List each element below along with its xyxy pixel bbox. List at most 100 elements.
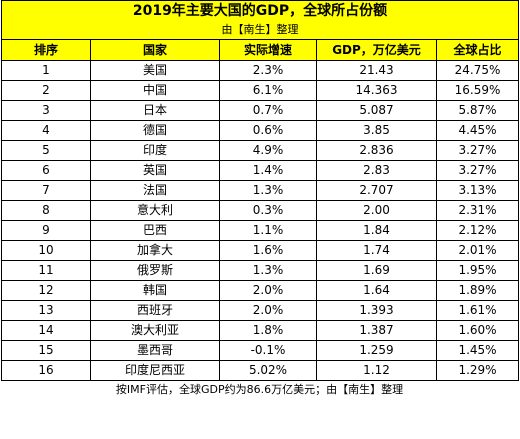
- table-title: 2019年主要大国的GDP，全球所占份额: [0, 0, 520, 21]
- cell-share: 1.89%: [435, 280, 520, 301]
- cell-rank: 9: [1, 220, 91, 241]
- cell-country: 英国: [90, 160, 220, 181]
- table-row: 11 俄罗斯 1.3% 1.69 1.95%: [1, 260, 520, 281]
- cell-growth: 0.6%: [219, 120, 317, 141]
- cell-rank: 12: [1, 280, 91, 301]
- gdp-table-container: 2019年主要大国的GDP，全球所占份额 由【南生】整理 排序 国家 实际增速 …: [0, 0, 520, 399]
- cell-country: 加拿大: [90, 240, 220, 261]
- table-row: 15 墨西哥 -0.1% 1.259 1.45%: [1, 340, 520, 361]
- cell-share: 1.61%: [435, 300, 520, 321]
- cell-share: 3.27%: [435, 160, 520, 181]
- column-header-rank: 排序: [1, 39, 91, 61]
- table-row: 8 意大利 0.3% 2.00 2.31%: [1, 200, 520, 221]
- cell-gdp: 1.393: [316, 300, 437, 321]
- cell-gdp: 14.363: [316, 80, 437, 101]
- cell-country: 印度: [90, 140, 220, 161]
- cell-growth: 5.02%: [219, 360, 317, 381]
- cell-growth: 1.1%: [219, 220, 317, 241]
- cell-gdp: 2.83: [316, 160, 437, 181]
- cell-gdp: 2.707: [316, 180, 437, 201]
- cell-gdp: 5.087: [316, 100, 437, 121]
- cell-growth: 0.7%: [219, 100, 317, 121]
- cell-share: 1.60%: [435, 320, 520, 341]
- cell-gdp: 2.00: [316, 200, 437, 221]
- cell-growth: 2.0%: [219, 300, 317, 321]
- cell-share: 16.59%: [435, 80, 520, 101]
- cell-rank: 13: [1, 300, 91, 321]
- cell-gdp: 3.85: [316, 120, 437, 141]
- cell-share: 5.87%: [435, 100, 520, 121]
- title-row: 2019年主要大国的GDP，全球所占份额: [0, 0, 520, 21]
- cell-gdp: 1.69: [316, 260, 437, 281]
- cell-growth: 1.6%: [219, 240, 317, 261]
- subtitle-row: 由【南生】整理: [0, 21, 520, 40]
- table-row: 6 英国 1.4% 2.83 3.27%: [1, 160, 520, 181]
- cell-country: 巴西: [90, 220, 220, 241]
- cell-country: 法国: [90, 180, 220, 201]
- cell-country: 印度尼西亚: [90, 360, 220, 381]
- cell-gdp: 21.43: [316, 60, 437, 81]
- cell-growth: -0.1%: [219, 340, 317, 361]
- table-row: 7 法国 1.3% 2.707 3.13%: [1, 180, 520, 201]
- cell-country: 美国: [90, 60, 220, 81]
- footer-table: 按IMF评估，全球GDP约为86.6万亿美元；由【南生】整理: [1, 381, 518, 399]
- column-header-growth: 实际增速: [219, 39, 317, 61]
- cell-country: 意大利: [90, 200, 220, 221]
- cell-growth: 1.8%: [219, 320, 317, 341]
- cell-gdp: 1.74: [316, 240, 437, 261]
- cell-gdp: 2.836: [316, 140, 437, 161]
- cell-growth: 1.4%: [219, 160, 317, 181]
- table-row: 5 印度 4.9% 2.836 3.27%: [1, 140, 520, 161]
- cell-country: 墨西哥: [90, 340, 220, 361]
- cell-rank: 1: [1, 60, 91, 81]
- table-row: 10 加拿大 1.6% 1.74 2.01%: [1, 240, 520, 261]
- table-row: 14 澳大利亚 1.8% 1.387 1.60%: [1, 320, 520, 341]
- cell-growth: 0.3%: [219, 200, 317, 221]
- cell-growth: 6.1%: [219, 80, 317, 101]
- column-header-gdp: GDP，万亿美元: [316, 39, 437, 61]
- table-row: 2 中国 6.1% 14.363 16.59%: [1, 80, 520, 101]
- cell-rank: 6: [1, 160, 91, 181]
- cell-gdp: 1.387: [316, 320, 437, 341]
- cell-rank: 16: [1, 360, 91, 381]
- cell-country: 澳大利亚: [90, 320, 220, 341]
- cell-share: 2.01%: [435, 240, 520, 261]
- table-row: 13 西班牙 2.0% 1.393 1.61%: [1, 300, 520, 321]
- cell-share: 3.27%: [435, 140, 520, 161]
- table-row: 9 巴西 1.1% 1.84 2.12%: [1, 220, 520, 241]
- table-row: 1 美国 2.3% 21.43 24.75%: [1, 60, 520, 81]
- cell-country: 西班牙: [90, 300, 220, 321]
- column-header-share: 全球占比: [435, 39, 520, 61]
- cell-rank: 3: [1, 100, 91, 121]
- cell-share: 2.31%: [435, 200, 520, 221]
- cell-share: 24.75%: [435, 60, 520, 81]
- header-row: 排序 国家 实际增速 GDP，万亿美元 全球占比: [1, 39, 520, 61]
- cell-country: 德国: [90, 120, 220, 141]
- column-header-country: 国家: [90, 39, 220, 61]
- cell-gdp: 1.84: [316, 220, 437, 241]
- cell-gdp: 1.64: [316, 280, 437, 301]
- cell-country: 俄罗斯: [90, 260, 220, 281]
- cell-growth: 1.3%: [219, 180, 317, 201]
- cell-share: 1.29%: [435, 360, 520, 381]
- table-footer: 按IMF评估，全球GDP约为86.6万亿美元；由【南生】整理: [115, 383, 404, 396]
- cell-country: 日本: [90, 100, 220, 121]
- footer-row: 按IMF评估，全球GDP约为86.6万亿美元；由【南生】整理: [1, 381, 518, 399]
- cell-rank: 5: [1, 140, 91, 161]
- cell-share: 1.95%: [435, 260, 520, 281]
- cell-rank: 8: [1, 200, 91, 221]
- cell-growth: 2.3%: [219, 60, 317, 81]
- table-row: 4 德国 0.6% 3.85 4.45%: [1, 120, 520, 141]
- cell-rank: 11: [1, 260, 91, 281]
- cell-gdp: 1.12: [316, 360, 437, 381]
- cell-share: 4.45%: [435, 120, 520, 141]
- cell-country: 中国: [90, 80, 220, 101]
- cell-rank: 2: [1, 80, 91, 101]
- cell-rank: 10: [1, 240, 91, 261]
- cell-rank: 4: [1, 120, 91, 141]
- cell-share: 1.45%: [435, 340, 520, 361]
- table-row: 3 日本 0.7% 5.087 5.87%: [1, 100, 520, 121]
- table-subtitle: 由【南生】整理: [0, 21, 520, 40]
- table-row: 16 印度尼西亚 5.02% 1.12 1.29%: [1, 360, 520, 381]
- table-row: 12 韩国 2.0% 1.64 1.89%: [1, 280, 520, 301]
